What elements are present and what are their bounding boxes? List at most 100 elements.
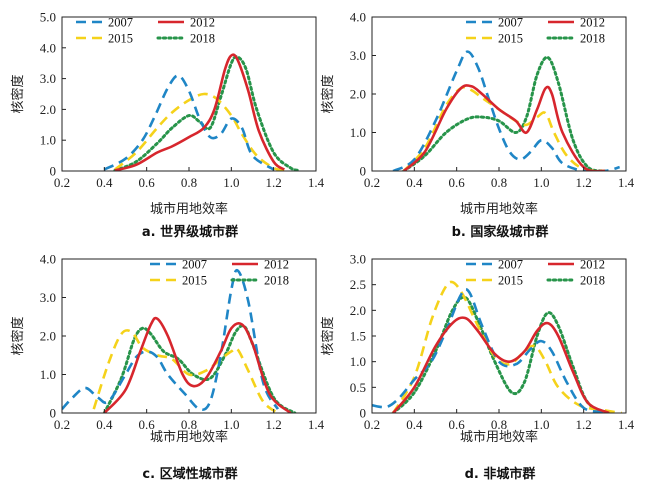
series-line-2015 — [402, 85, 605, 171]
y-tick-label: 2.5 — [350, 277, 366, 292]
y-tick-label: 4.0 — [40, 252, 56, 267]
series-line-2018 — [391, 295, 611, 413]
legend-label-2018: 2018 — [264, 274, 289, 288]
legend-label-2012: 2012 — [190, 16, 215, 30]
chart-panel-1: 0.2 0.4 0.6 0.8 1.0 1.2 1.4 0 1.0 2.0 3.0 4.0 5.0 城市用… — [10, 10, 325, 241]
legend-label-2007: 2007 — [182, 258, 207, 272]
x-tick-label: 1.4 — [618, 175, 635, 190]
legend: 2007 2012 2015 2018 — [466, 258, 605, 288]
x-tick-label: 0.2 — [54, 175, 70, 190]
x-tick-label: 0.6 — [449, 417, 466, 432]
series-line-2007 — [372, 287, 606, 413]
x-tick-label: 0.4 — [96, 175, 113, 190]
series-line-2015 — [92, 329, 279, 413]
series-line-2018 — [102, 324, 297, 413]
x-tick-label: 1.0 — [223, 175, 239, 190]
legend-label-2007: 2007 — [108, 16, 133, 30]
x-tick-label: 0.6 — [449, 175, 466, 190]
legend-label-2007: 2007 — [498, 16, 523, 30]
x-axis-label: 城市用地效率 — [150, 201, 228, 217]
x-tick-label: 0.8 — [181, 175, 197, 190]
series-group — [372, 280, 622, 413]
y-tick-label: 0 — [360, 406, 367, 421]
x-tick-label: 0.4 — [406, 417, 423, 432]
x-tick-label: 1.2 — [576, 417, 592, 432]
y-tick-label: 3.0 — [350, 252, 366, 267]
x-tick-label: 0.2 — [54, 417, 70, 432]
y-tick-label: 1.0 — [350, 125, 366, 140]
y-tick-label: 2.0 — [40, 102, 56, 117]
legend-label-2018: 2018 — [580, 274, 605, 288]
y-tick-label: 2.0 — [350, 87, 366, 102]
chart-panel-3: 0.2 0.4 0.6 0.8 1.0 1.2 1.4 0 1.0 2.0 3.0 4.0 城市用地效率… — [10, 252, 325, 483]
x-tick-label: 1.0 — [533, 417, 549, 432]
legend-label-2015: 2015 — [498, 32, 523, 46]
series-line-2018 — [113, 55, 301, 171]
x-tick-label: 0.6 — [139, 417, 156, 432]
panel-caption: c. 区域性城市群 — [142, 466, 237, 482]
x-tick-label: 1.2 — [576, 175, 592, 190]
y-tick-label: 2.0 — [40, 329, 56, 344]
legend-label-2012: 2012 — [580, 16, 605, 30]
x-tick-label: 1.2 — [266, 417, 282, 432]
y-tick-label: 1.5 — [350, 329, 366, 344]
y-tick-label: 3.0 — [40, 71, 56, 86]
legend-label-2018: 2018 — [190, 32, 215, 46]
series-line-2015 — [114, 92, 285, 171]
y-axis-label: 核密度 — [320, 316, 336, 355]
y-tick-label: 1.0 — [350, 354, 366, 369]
y-tick-label: 4.0 — [40, 40, 56, 55]
series-line-2012 — [402, 84, 606, 171]
y-tick-label: 0 — [360, 164, 367, 179]
x-tick-label: 0.8 — [491, 417, 507, 432]
x-axis-label: 城市用地效率 — [460, 201, 538, 217]
chart-panel-4: 0.2 0.4 0.6 0.8 1.0 1.2 1.4 0 0.5 1.0 1.5 2.0 2.5 3.0… — [320, 252, 635, 483]
legend: 2007 2012 2015 2018 — [466, 16, 605, 46]
y-tick-label: 1.0 — [40, 367, 56, 382]
y-axis-label: 核密度 — [320, 74, 336, 113]
series-line-2012 — [392, 316, 610, 413]
y-axis-label: 核密度 — [10, 316, 26, 355]
x-tick-label: 0.4 — [406, 175, 423, 190]
x-tick-label: 0.8 — [491, 175, 507, 190]
y-tick-label: 0 — [50, 406, 57, 421]
x-tick-label: 0.2 — [364, 175, 380, 190]
y-tick-label: 3.0 — [350, 48, 366, 63]
y-tick-label: 0.5 — [350, 380, 366, 395]
legend-label-2015: 2015 — [498, 274, 523, 288]
series-group — [103, 53, 301, 171]
chart-panel-2: 0.2 0.4 0.6 0.8 1.0 1.2 1.4 0 1.0 2.0 3.0 4.0 城市用地效率… — [320, 10, 635, 241]
x-tick-label: 0.6 — [139, 175, 156, 190]
series-line-2012 — [114, 53, 286, 171]
series-line-2007 — [103, 74, 275, 171]
series-group — [392, 50, 621, 171]
y-tick-label: 1.0 — [40, 133, 56, 148]
x-tick-label: 1.4 — [308, 417, 325, 432]
x-tick-label: 1.4 — [618, 417, 635, 432]
panel-caption: a. 世界级城市群 — [142, 224, 238, 240]
legend-label-2012: 2012 — [580, 258, 605, 272]
y-tick-label: 4.0 — [350, 10, 366, 25]
y-tick-label: 0 — [50, 164, 57, 179]
legend: 2007 2012 2015 2018 — [150, 258, 289, 288]
x-tick-label: 0.2 — [364, 417, 380, 432]
x-axis-label: 城市用地效率 — [150, 429, 228, 445]
series-group — [62, 268, 297, 413]
x-tick-label: 0.8 — [181, 417, 197, 432]
legend: 2007 2012 2015 2018 — [76, 16, 215, 46]
x-tick-label: 1.0 — [223, 417, 239, 432]
legend-label-2007: 2007 — [498, 258, 523, 272]
legend-label-2015: 2015 — [108, 32, 133, 46]
legend-label-2012: 2012 — [264, 258, 289, 272]
x-tick-label: 1.2 — [266, 175, 282, 190]
x-axis-label: 城市用地效率 — [460, 429, 538, 445]
series-line-2012 — [103, 316, 292, 413]
x-tick-label: 1.4 — [308, 175, 325, 190]
panel-caption: b. 国家级城市群 — [452, 224, 549, 240]
legend-label-2015: 2015 — [182, 274, 207, 288]
y-axis-label: 核密度 — [10, 74, 26, 113]
y-tick-label: 5.0 — [40, 10, 56, 25]
x-tick-label: 0.4 — [96, 417, 113, 432]
series-line-2007 — [62, 268, 280, 412]
